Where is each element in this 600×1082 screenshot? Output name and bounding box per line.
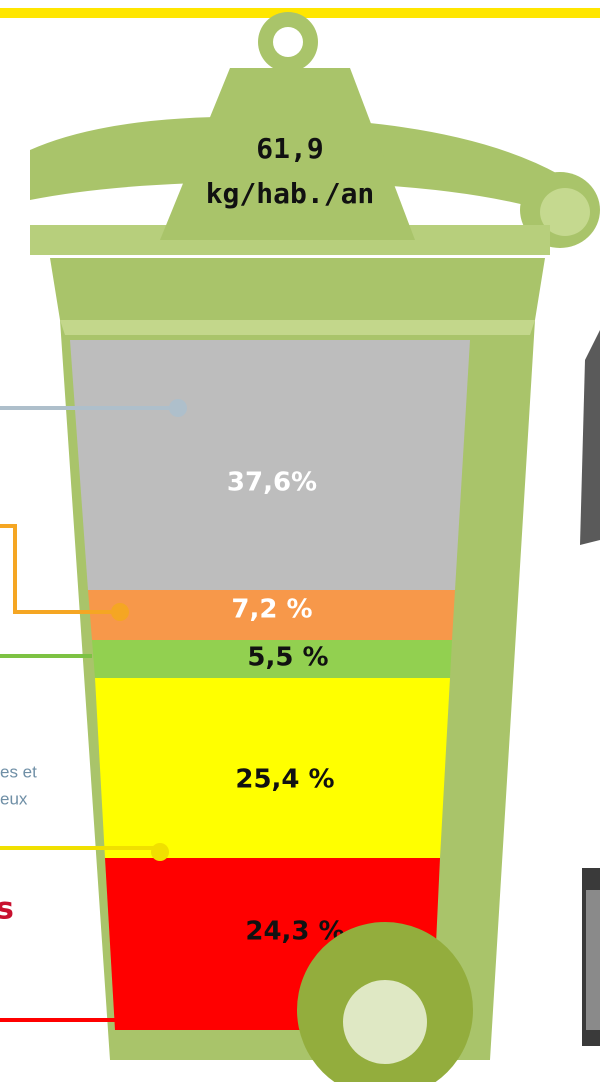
segment-label: 24,3 % bbox=[245, 917, 344, 947]
connector-dot bbox=[111, 603, 129, 621]
lid-hinge-inner bbox=[540, 188, 590, 236]
weight-body bbox=[160, 68, 415, 240]
side-text: s bbox=[0, 892, 14, 927]
photo-fragment bbox=[580, 330, 600, 545]
segment-label: 5,5 % bbox=[247, 643, 328, 673]
photo-fragment bbox=[586, 890, 600, 1030]
segment-label: 25,4 % bbox=[235, 765, 334, 795]
side-text: es et bbox=[0, 762, 37, 781]
connector-dot bbox=[169, 399, 187, 417]
connector bbox=[0, 524, 120, 614]
segment bbox=[92, 640, 452, 678]
segment bbox=[88, 590, 455, 640]
bin-collar bbox=[60, 320, 535, 335]
segment-label: 7,2 % bbox=[231, 595, 312, 625]
segment-label: 37,6% bbox=[227, 468, 317, 498]
wheel-hub bbox=[343, 980, 427, 1064]
segment bbox=[70, 340, 470, 590]
weight-unit: kg/hab./an bbox=[206, 177, 375, 210]
side-text: eux bbox=[0, 789, 28, 808]
weight-value: 61,9 bbox=[256, 132, 323, 165]
weight-ring-hole bbox=[273, 27, 303, 57]
connector-dot bbox=[151, 843, 169, 861]
segment bbox=[95, 678, 450, 858]
top-stripe bbox=[0, 8, 600, 18]
